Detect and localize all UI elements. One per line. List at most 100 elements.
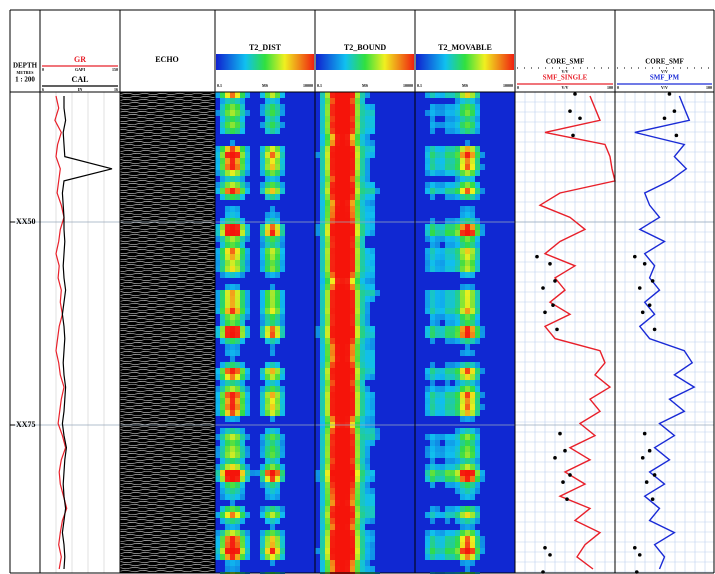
heatmap-cell [470,332,475,338]
curve-title: SMF_PM [650,74,680,82]
heatmap-cell [335,272,340,278]
heatmap-cell [460,188,465,194]
heatmap-cell [355,380,360,386]
heatmap-cell [235,218,240,224]
heatmap-cell [435,506,440,512]
heatmap-cell [330,278,335,284]
heatmap-cell [470,524,475,530]
heatmap-cell [325,476,330,482]
heatmap-cell [445,296,450,302]
heatmap-cell [245,392,250,398]
heatmap-cell [225,518,230,524]
heatmap-cell [370,500,375,506]
heatmap-cell [355,416,360,422]
heatmap-cell [275,374,280,380]
core-point [541,286,545,290]
heatmap-cell [445,104,450,110]
heatmap-cell [340,206,345,212]
heatmap-cell [475,440,480,446]
heatmap-cell [265,296,270,302]
heatmap-cell [435,512,440,518]
heatmap-cell [330,428,335,434]
scale-max: 16 [114,87,118,92]
heatmap-cell [320,344,325,350]
heatmap-cell [350,284,355,290]
heatmap-cell [460,152,465,158]
heatmap-cell [480,470,485,476]
heatmap-cell [330,230,335,236]
heatmap-cell [340,566,345,572]
heatmap-cell [360,446,365,452]
heatmap-cell [220,290,225,296]
heatmap-cell [260,392,265,398]
heatmap-cell [340,392,345,398]
heatmap-cell [220,470,225,476]
heatmap-cell [260,464,265,470]
heatmap-cell [355,236,360,242]
heatmap-cell [340,404,345,410]
heatmap-cell [240,266,245,272]
heatmap-cell [340,368,345,374]
heatmap-cell [270,362,275,368]
heatmap-cell [275,314,280,320]
heatmap-cell [445,380,450,386]
heatmap-cell [235,542,240,548]
heatmap-cell [340,374,345,380]
heatmap-cell [355,542,360,548]
heatmap-cell [325,332,330,338]
heatmap-cell [235,338,240,344]
heatmap-cell [350,146,355,152]
heatmap-cell [350,356,355,362]
heatmap-cell [330,170,335,176]
heatmap-cell [430,128,435,134]
heatmap-cell [330,374,335,380]
heatmap-cell [320,98,325,104]
heatmap-cell [345,362,350,368]
heatmap-cell [430,302,435,308]
heatmap-cell [270,152,275,158]
heatmap-cell [330,506,335,512]
heatmap-cell [240,362,245,368]
heatmap-cell [265,434,270,440]
smf-curve [540,96,615,569]
heatmap-cell [365,290,370,296]
heatmap-cell [350,386,355,392]
heatmap-cell [230,164,235,170]
heatmap-cell [230,254,235,260]
heatmap-cell [275,176,280,182]
heatmap-cell [365,470,370,476]
heatmap-cell [435,398,440,404]
heatmap-cell [265,440,270,446]
heatmap-cell [220,242,225,248]
heatmap-cell [350,224,355,230]
heatmap-cell [335,200,340,206]
heatmap-cell [460,176,465,182]
heatmap-cell [235,182,240,188]
heatmap-cell [475,230,480,236]
heatmap-cell [350,476,355,482]
heatmap-cell [475,530,480,536]
heatmap-cell [245,530,250,536]
heatmap-cell [460,224,465,230]
heatmap-cell [220,530,225,536]
heatmap-cell [350,392,355,398]
heatmap-cell [260,254,265,260]
heatmap-cell [360,476,365,482]
heatmap-cell [475,218,480,224]
heatmap-cell [340,176,345,182]
heatmap-cell [465,242,470,248]
core-point [651,497,655,501]
heatmap-cell [375,434,380,440]
heatmap-cell [430,188,435,194]
scale-unit: V/V [562,85,569,90]
heatmap-cell [360,230,365,236]
heatmap-cell [225,530,230,536]
heatmap-cell [265,482,270,488]
heatmap-cell [355,410,360,416]
heatmap-cell [465,116,470,122]
heatmap-cell [465,206,470,212]
heatmap-cell [320,530,325,536]
heatmap-cell [230,290,235,296]
heatmap-cell [320,158,325,164]
heatmap-cell [220,506,225,512]
